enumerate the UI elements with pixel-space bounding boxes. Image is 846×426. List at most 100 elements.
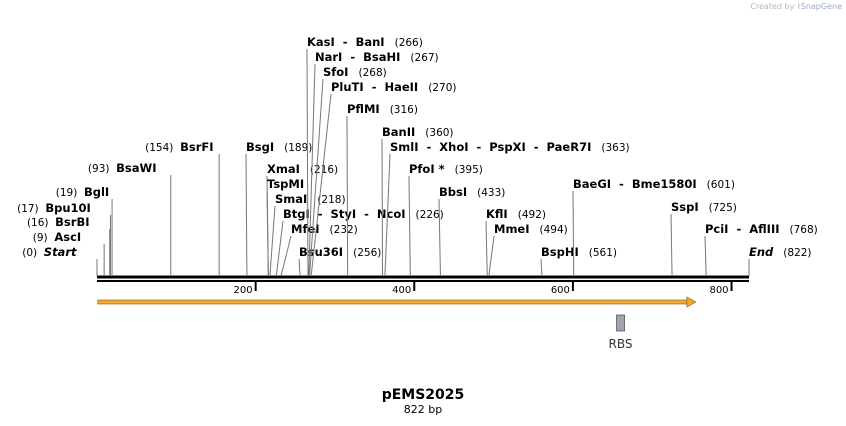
axis-tick-label: 400	[392, 285, 411, 296]
site-position: (232)	[320, 224, 358, 236]
site-leader-line	[540, 258, 543, 277]
site-label: PluTI - HaeII (270)	[331, 80, 456, 94]
site-enzyme-name: PfoI *	[409, 162, 445, 176]
site-enzyme-name: Bsu36I	[299, 245, 343, 259]
credit-brand: SnapGene	[800, 2, 842, 11]
site-position: (316)	[380, 104, 418, 116]
site-position: (360)	[415, 127, 453, 139]
site-enzyme-name: End	[749, 245, 774, 259]
site-leader-line	[309, 78, 324, 277]
site-leader-line	[670, 213, 673, 277]
site-enzyme-name: XmaI	[267, 162, 300, 176]
site-enzyme-name: BaeGI - Bme1580I	[573, 177, 697, 191]
site-leader-line	[306, 48, 309, 277]
site-position: (17)	[17, 203, 45, 215]
axis-tick-label: 600	[551, 285, 570, 296]
site-label: SmaI (218)	[275, 192, 346, 206]
site-position: (256)	[343, 247, 381, 259]
site-position: (270)	[418, 82, 456, 94]
site-label: XmaI (216)	[267, 162, 338, 176]
site-label: MmeI (494)	[494, 222, 568, 236]
site-position: (601)	[697, 179, 735, 191]
orf-arrow-head-icon	[686, 296, 697, 308]
site-label: BsgI (189)	[246, 140, 312, 154]
site-enzyme-name: BsrFI	[180, 140, 213, 154]
site-label: TspMI	[267, 177, 304, 191]
site-enzyme-name: BglI	[84, 185, 109, 199]
site-label: BanII (360)	[382, 125, 454, 139]
site-position: (93)	[88, 163, 116, 175]
site-leader-line	[408, 175, 411, 277]
site-position: (226)	[406, 209, 444, 221]
site-label: (93) BsaWI	[88, 161, 157, 175]
site-enzyme-name: BspHI	[541, 245, 579, 259]
site-position: (16)	[27, 217, 55, 229]
site-leader-line	[266, 190, 269, 277]
snapgene-credit: Created by ⌇SnapGene	[750, 2, 842, 11]
site-enzyme-name: Bpu10I	[45, 201, 90, 215]
site-leader-line	[381, 138, 384, 277]
site-label: SspI (725)	[671, 200, 737, 214]
site-enzyme-name: BbsI	[439, 185, 467, 199]
site-position: (218)	[307, 194, 345, 206]
site-label: KasI - BanI (266)	[307, 35, 423, 49]
plasmid-length: 822 bp	[403, 403, 443, 416]
rbs-label: RBS	[609, 337, 633, 351]
site-label: KflI (492)	[486, 207, 546, 221]
site-position: (9)	[33, 232, 55, 244]
site-enzyme-name: AscI	[54, 230, 81, 244]
site-label: BspHI (561)	[541, 245, 617, 259]
site-position: (154)	[145, 142, 180, 154]
site-position: (768)	[780, 224, 818, 236]
site-leader-line	[488, 235, 495, 277]
site-label: BtgI - StyI - NcoI (226)	[283, 207, 444, 221]
site-leader-line	[384, 153, 391, 277]
site-position: (19)	[56, 187, 84, 199]
site-position: (433)	[467, 187, 505, 199]
site-position: (268)	[348, 67, 386, 79]
site-leader-line	[308, 63, 316, 277]
site-enzyme-name: SspI	[671, 200, 699, 214]
rbs-feature	[616, 314, 625, 332]
site-enzyme-name: PluTI - HaeII	[331, 80, 418, 94]
site-enzyme-name: SfoI	[323, 65, 348, 79]
site-leader-line	[298, 258, 301, 277]
site-enzyme-name: BsgI	[246, 140, 274, 154]
site-position: (0)	[22, 247, 44, 259]
axis-tick-label: 800	[709, 285, 728, 296]
site-enzyme-name: BanII	[382, 125, 415, 139]
site-leader-line	[438, 198, 441, 277]
orf-arrow-body	[97, 299, 689, 305]
site-leader-line	[280, 235, 292, 277]
site-position: (216)	[300, 164, 338, 176]
site-enzyme-name: SmlI - XhoI - PspXI - PaeR7I	[390, 140, 591, 154]
plasmid-name: pEMS2025	[381, 387, 465, 403]
site-position: (494)	[530, 224, 568, 236]
site-enzyme-name: MmeI	[494, 222, 530, 236]
site-position: (492)	[508, 209, 546, 221]
site-position: (561)	[579, 247, 617, 259]
site-label: PfoI * (395)	[409, 162, 483, 176]
site-leader-line	[704, 235, 707, 277]
site-label: PciI - AflIII (768)	[705, 222, 818, 236]
site-leader-line	[245, 153, 248, 277]
site-enzyme-name: SmaI	[275, 192, 307, 206]
site-label: (9) AscI	[33, 230, 81, 244]
site-position: (395)	[445, 164, 483, 176]
site-label: SfoI (268)	[323, 65, 387, 79]
site-label: (154) BsrFI	[145, 140, 213, 154]
site-label: (0) Start	[22, 245, 77, 259]
site-position: (822)	[773, 247, 811, 259]
site-leader-line	[346, 115, 349, 277]
site-label: (17) Bpu10I	[17, 201, 91, 215]
site-enzyme-name: KflI	[486, 207, 508, 221]
site-enzyme-name: TspMI	[267, 177, 304, 191]
site-leader-line	[310, 93, 332, 277]
axis-tick-label: 200	[234, 285, 253, 296]
site-label: NarI - BsaHI (267)	[315, 50, 439, 64]
credit-prefix: Created by	[750, 2, 795, 11]
site-leader-line	[572, 190, 575, 277]
site-label: BbsI (433)	[439, 185, 505, 199]
site-enzyme-name: NarI - BsaHI	[315, 50, 400, 64]
